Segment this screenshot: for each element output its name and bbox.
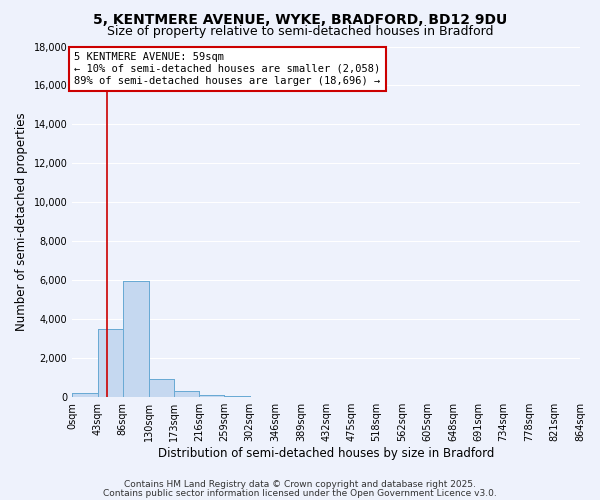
Bar	[149, 378, 174, 397]
Text: Contains HM Land Registry data © Crown copyright and database right 2025.: Contains HM Land Registry data © Crown c…	[124, 480, 476, 489]
Bar	[174, 392, 199, 397]
X-axis label: Distribution of semi-detached houses by size in Bradford: Distribution of semi-detached houses by …	[158, 447, 494, 460]
Text: Size of property relative to semi-detached houses in Bradford: Size of property relative to semi-detach…	[107, 25, 493, 38]
Bar	[199, 396, 224, 397]
Bar	[72, 394, 98, 397]
Y-axis label: Number of semi-detached properties: Number of semi-detached properties	[15, 112, 28, 331]
Text: Contains public sector information licensed under the Open Government Licence v3: Contains public sector information licen…	[103, 488, 497, 498]
Bar	[224, 396, 250, 397]
Text: 5 KENTMERE AVENUE: 59sqm
← 10% of semi-detached houses are smaller (2,058)
89% o: 5 KENTMERE AVENUE: 59sqm ← 10% of semi-d…	[74, 52, 380, 86]
Bar	[123, 282, 149, 397]
Text: 5, KENTMERE AVENUE, WYKE, BRADFORD, BD12 9DU: 5, KENTMERE AVENUE, WYKE, BRADFORD, BD12…	[93, 12, 507, 26]
Bar	[98, 329, 123, 397]
